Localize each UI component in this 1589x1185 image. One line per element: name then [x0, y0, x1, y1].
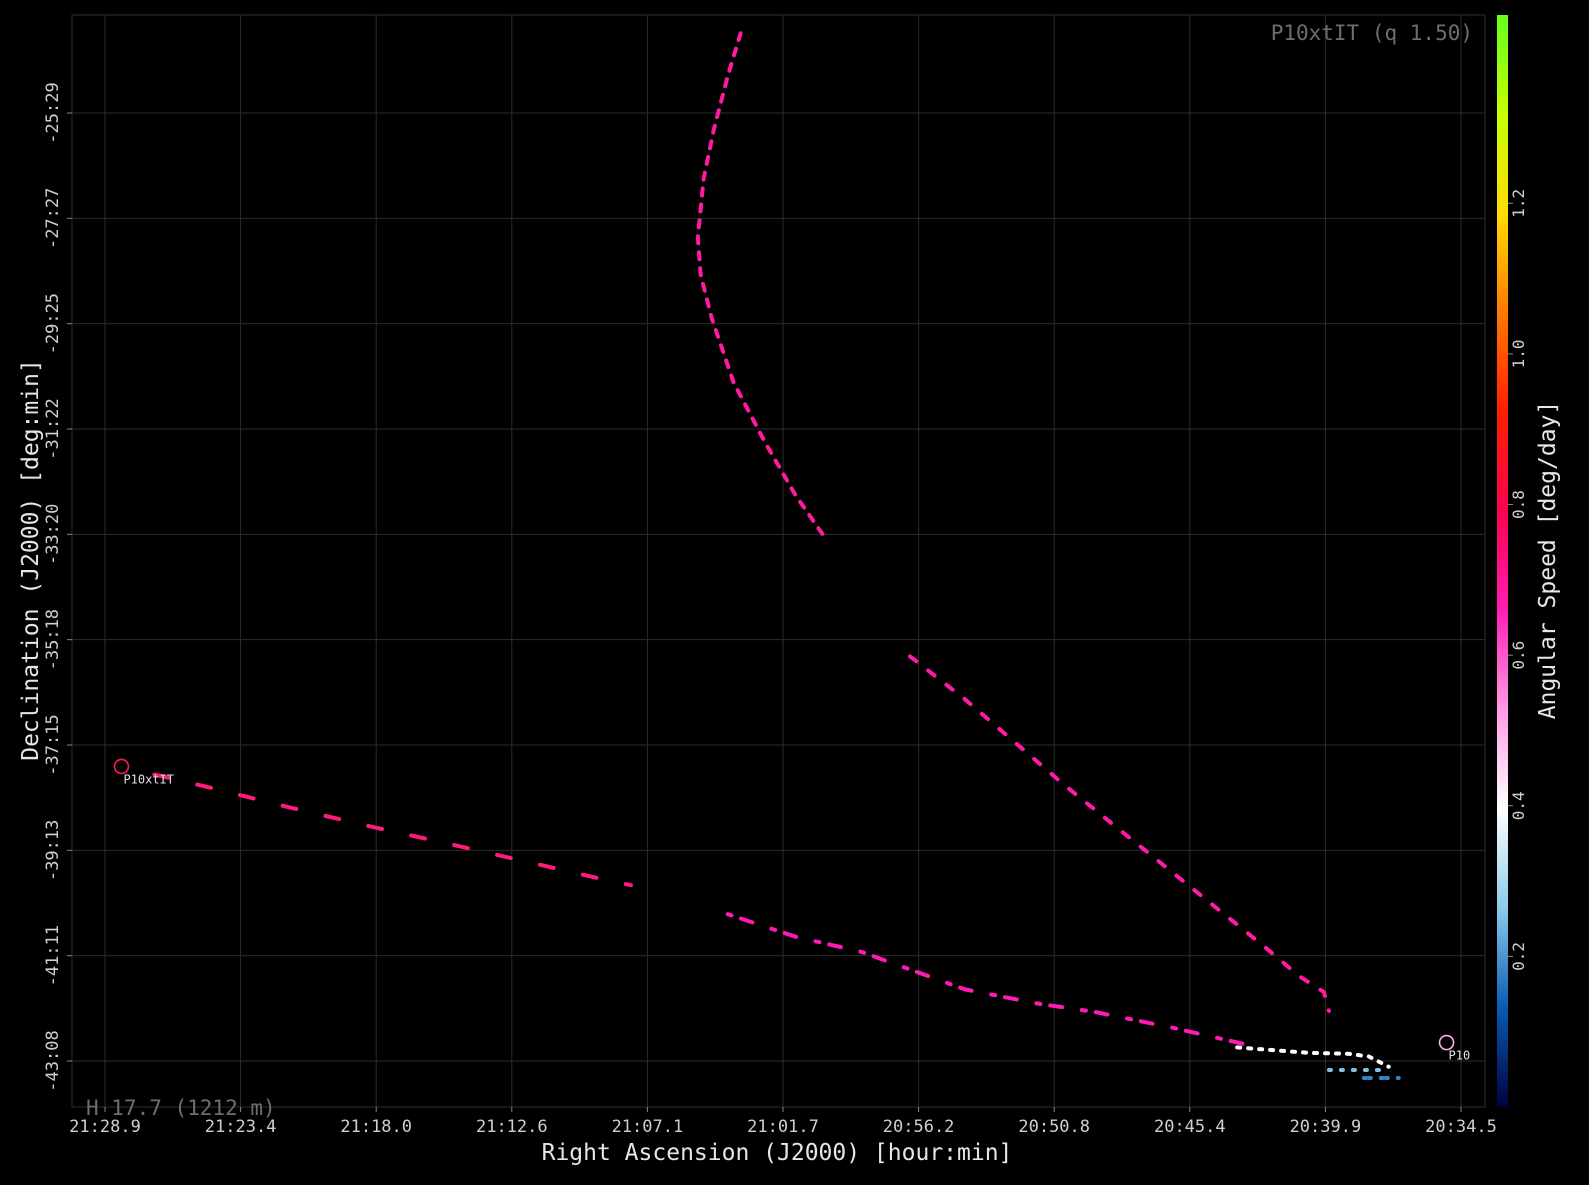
y-tick-label: -43:08 [43, 1030, 63, 1091]
colorbar-tick-label: 0.2 [1509, 942, 1528, 971]
colorbar-tick-label: 0.8 [1509, 490, 1528, 519]
y-tick-label: -35:18 [43, 609, 63, 670]
trajectory-tracks [152, 31, 1401, 1080]
y-tick-label: -37:15 [43, 714, 63, 775]
colorbar-tick-label: 1.0 [1509, 339, 1528, 368]
object-marker-label: P10xtIT [123, 772, 174, 786]
colorbar-tick-label: 1.2 [1509, 189, 1528, 218]
x-tick-label: 21:12.6 [476, 1117, 548, 1137]
y-tick-label: -27:27 [43, 188, 63, 249]
trajectory-track [695, 31, 828, 541]
object-marker-circle [1438, 1034, 1455, 1051]
x-axis-title: Right Ascension (J2000) [hour:min] [542, 1140, 1013, 1166]
y-tick-label: -39:13 [43, 820, 63, 881]
object-marker-label: P10 [1449, 1049, 1471, 1063]
x-tick-label: 20:50.8 [1018, 1117, 1090, 1137]
y-axis-title: Declination (J2000) [deg:min] [18, 359, 44, 761]
colorbar-tick-label: 0.4 [1509, 791, 1528, 820]
plot-area [71, 14, 1486, 1108]
y-tick-label: -31:22 [43, 398, 63, 459]
colorbar-title: Angular Speed [deg/day] [1535, 401, 1561, 720]
y-tick-label: -41:11 [43, 925, 63, 986]
x-tick-label: 21:23.4 [205, 1117, 277, 1137]
x-tick-label: 21:07.1 [612, 1117, 684, 1137]
trajectory-track [1235, 1045, 1391, 1069]
x-tick-label: 20:56.2 [883, 1117, 955, 1137]
y-tick-label: -29:25 [43, 293, 63, 354]
colorbar [1497, 15, 1508, 1107]
object-marker-circle [113, 758, 130, 775]
y-axis-ticks: -25:29 -27:27 -29:25 -31:22 -33:20 -35:18 -37:… [43, 82, 72, 1092]
magnitude-note: H 17.7 (1212 m) [86, 1096, 276, 1120]
chart-title: P10xtIT (q 1.50) [1271, 21, 1473, 45]
x-tick-label: 21:01.7 [747, 1117, 819, 1137]
x-tick-label: 20:39.9 [1290, 1117, 1362, 1137]
y-tick-label: -33:20 [43, 504, 63, 565]
object-markers: P10xtIT P10 [113, 758, 1471, 1063]
x-tick-label: 20:34.5 [1425, 1117, 1497, 1137]
x-tick-label: 21:18.0 [340, 1117, 412, 1137]
grid-lines [72, 15, 1485, 1107]
x-tick-label: 20:45.4 [1154, 1117, 1226, 1137]
x-axis-ticks: 21:28.9 21:23.4 21:18.0 21:12.6 21:07.1 21:01… [69, 1107, 1497, 1137]
y-tick-label: -25:29 [43, 82, 63, 143]
trajectory-track [152, 772, 633, 888]
x-tick-label: 21:28.9 [69, 1117, 141, 1137]
colorbar-ticks: 0.2 0.4 0.6 0.8 1.0 1.2 [1508, 189, 1528, 971]
colorbar-tick-label: 0.6 [1509, 641, 1528, 670]
